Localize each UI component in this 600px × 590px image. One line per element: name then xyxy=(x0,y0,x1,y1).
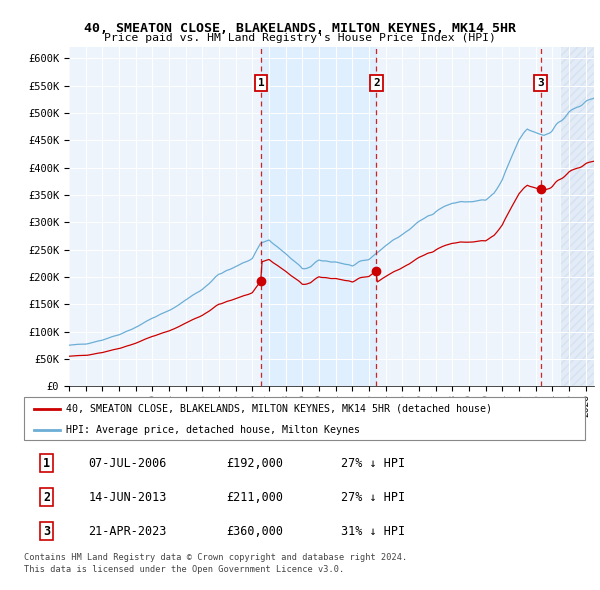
Text: 3: 3 xyxy=(538,78,544,88)
Text: 2: 2 xyxy=(43,491,50,504)
Text: Price paid vs. HM Land Registry's House Price Index (HPI): Price paid vs. HM Land Registry's House … xyxy=(104,33,496,43)
Text: This data is licensed under the Open Government Licence v3.0.: This data is licensed under the Open Gov… xyxy=(24,565,344,574)
Text: 1: 1 xyxy=(257,78,265,88)
Text: 31% ↓ HPI: 31% ↓ HPI xyxy=(341,525,405,538)
Text: 1: 1 xyxy=(43,457,50,470)
Text: HPI: Average price, detached house, Milton Keynes: HPI: Average price, detached house, Milt… xyxy=(66,425,360,435)
Text: 21-APR-2023: 21-APR-2023 xyxy=(89,525,167,538)
Bar xyxy=(560,47,594,386)
Text: £360,000: £360,000 xyxy=(226,525,283,538)
Text: 2: 2 xyxy=(373,78,380,88)
Text: 27% ↓ HPI: 27% ↓ HPI xyxy=(341,457,405,470)
Bar xyxy=(560,47,594,386)
Text: Contains HM Land Registry data © Crown copyright and database right 2024.: Contains HM Land Registry data © Crown c… xyxy=(24,553,407,562)
Text: 40, SMEATON CLOSE, BLAKELANDS, MILTON KEYNES, MK14 5HR (detached house): 40, SMEATON CLOSE, BLAKELANDS, MILTON KE… xyxy=(66,404,492,414)
Text: 27% ↓ HPI: 27% ↓ HPI xyxy=(341,491,405,504)
Text: 07-JUL-2006: 07-JUL-2006 xyxy=(89,457,167,470)
FancyBboxPatch shape xyxy=(24,397,585,440)
Text: £211,000: £211,000 xyxy=(226,491,283,504)
Text: 14-JUN-2013: 14-JUN-2013 xyxy=(89,491,167,504)
Bar xyxy=(261,47,376,386)
Text: 40, SMEATON CLOSE, BLAKELANDS, MILTON KEYNES, MK14 5HR: 40, SMEATON CLOSE, BLAKELANDS, MILTON KE… xyxy=(84,22,516,35)
Text: £192,000: £192,000 xyxy=(226,457,283,470)
Text: 3: 3 xyxy=(43,525,50,538)
